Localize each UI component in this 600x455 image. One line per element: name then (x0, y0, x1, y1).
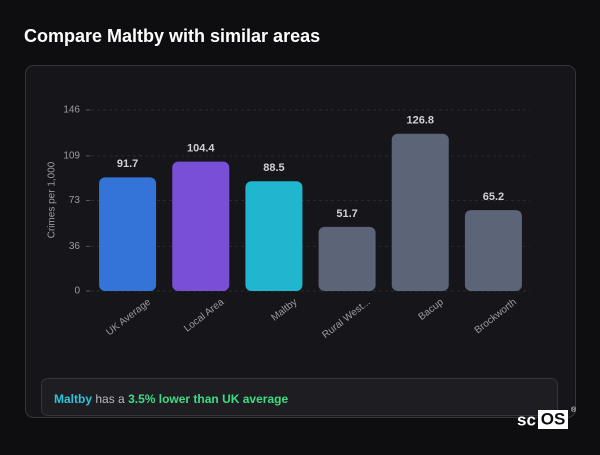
summary-comparison: 3.5% lower than UK average (128, 392, 288, 406)
summary-middle: has a (95, 392, 125, 406)
bar (99, 177, 157, 291)
value-label: 88.5 (263, 162, 284, 174)
summary-area: Maltby (54, 392, 92, 406)
y-tick-label: 109 (63, 151, 80, 162)
y-axis-label: Crimes per 1,000 (47, 161, 58, 238)
y-tick-label: 0 (74, 286, 80, 297)
value-label: 126.8 (406, 115, 434, 127)
bar (318, 226, 376, 291)
value-label: 65.2 (483, 191, 504, 203)
bar (245, 181, 303, 291)
bar (172, 161, 230, 291)
y-tick-label: 36 (69, 241, 81, 252)
logo-box (538, 410, 568, 429)
summary-text: Maltby has a 3.5% lower than UK average (54, 392, 288, 406)
summary-box (41, 378, 558, 416)
chart-title: Compare Maltby with similar areas (24, 26, 320, 46)
y-tick-label: 73 (69, 195, 81, 206)
logo-left: sc (517, 410, 536, 429)
bar (464, 210, 522, 291)
logo-boxed: OS (541, 409, 566, 428)
bar (391, 133, 449, 291)
logo-mark: ® (571, 406, 577, 414)
value-label: 104.4 (187, 142, 215, 154)
y-tick-label: 146 (63, 105, 80, 116)
value-label: 51.7 (336, 208, 357, 220)
value-label: 91.7 (117, 158, 138, 170)
